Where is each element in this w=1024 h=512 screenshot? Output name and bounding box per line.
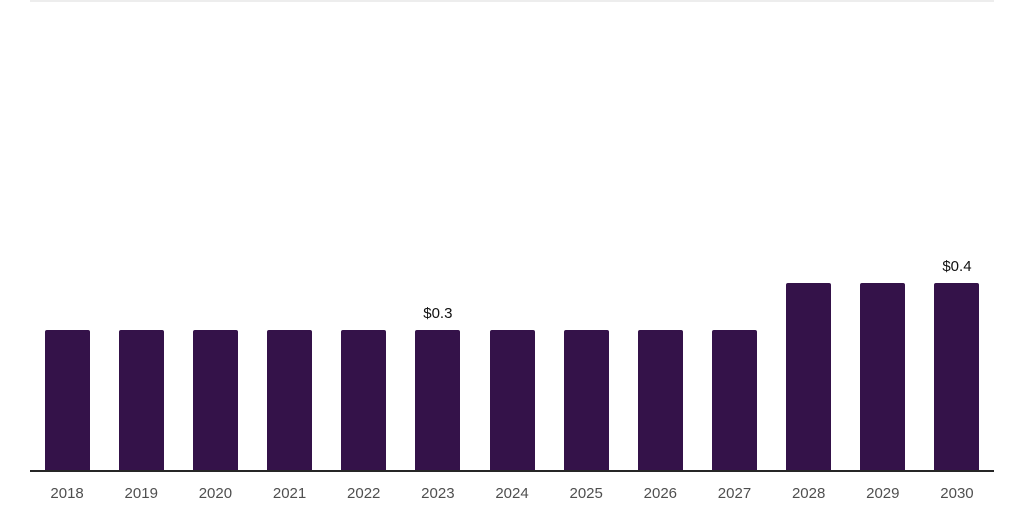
bar-band [252,2,326,470]
bar-band: $0.4 [920,2,994,470]
bar-band [623,2,697,470]
bar-band [475,2,549,470]
x-tick-label: 2024 [495,485,529,502]
bar [563,330,609,470]
bar [489,330,535,470]
bar-band [178,2,252,470]
x-tick-label: 2030 [940,485,974,502]
bar-band [104,2,178,470]
bar [44,330,90,470]
x-tick-label: 2028 [791,485,826,502]
bar-band [697,2,771,470]
x-tick-label: 2025 [569,485,603,502]
x-tick-label: 2029 [866,485,900,502]
bar-band [772,2,846,470]
bar [860,283,906,470]
x-tick-label: 2020 [198,485,233,502]
x-tick-label: 2021 [272,485,307,502]
bar-band [549,2,623,470]
x-tick-label: 2018 [50,485,84,502]
x-tick-label: 2019 [124,485,158,502]
bar [786,283,832,470]
bar-band [327,2,401,470]
x-tick-label: 2026 [643,485,678,502]
bar-band [30,2,104,470]
x-tick-label: 2023 [421,485,455,502]
bar [711,330,757,470]
plot-area: $0.3 $0.4 [30,0,994,472]
bar-value-label: $0.3 [423,305,453,322]
bar [192,330,238,470]
bar [415,330,461,470]
x-tick-label: 2022 [347,485,381,502]
bar [118,330,164,470]
bar-value-label: $0.4 [942,258,972,275]
bar [267,330,313,470]
x-tick-label: 2027 [717,485,752,502]
bar-band: $0.3 [401,2,475,470]
bar [934,283,980,470]
bar-band [846,2,920,470]
bar [341,330,387,470]
bar [637,330,683,470]
x-axis-ticks: 2018 2019 2020 2021 2022 2023 2024 2025 2026 2027… [30,485,994,503]
